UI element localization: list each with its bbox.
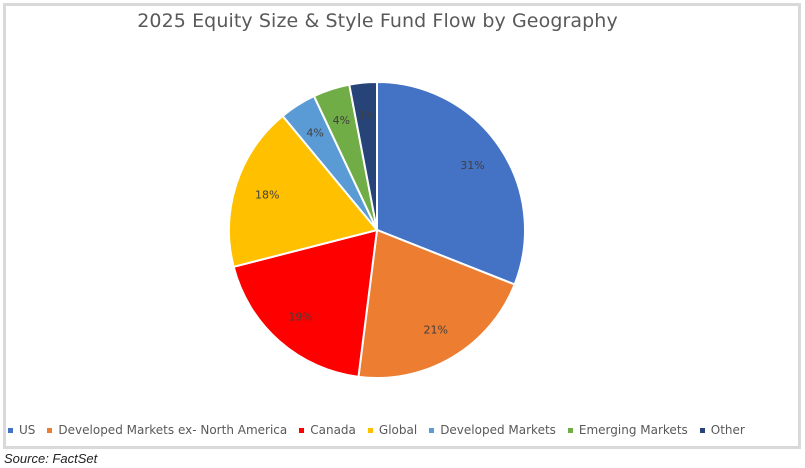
- legend-swatch: [567, 427, 573, 433]
- pie-slices: [228, 80, 526, 379]
- chart-title: 2025 Equity Size & Style Fund Flow by Ge…: [137, 10, 618, 32]
- slice-label-developed-markets: 4%: [306, 127, 323, 140]
- legend-swatch: [8, 427, 13, 433]
- legend-label: Other: [710, 423, 745, 437]
- legend-swatch: [367, 427, 373, 433]
- legend-label: Canada: [310, 423, 356, 437]
- legend-label: Global: [378, 423, 418, 437]
- legend-swatch: [299, 427, 305, 433]
- slice-label-canada: 19%: [288, 311, 312, 324]
- pie-slice-developed-ex-na: [357, 228, 516, 379]
- legend-swatch: [699, 427, 705, 433]
- pie-slice-canada: [232, 228, 379, 378]
- legend-swatch: [429, 427, 435, 433]
- slice-label-developed-ex-na: 21%: [424, 323, 448, 336]
- pie-labels: 31% 21% 19% 18% 4% 4% 3%: [255, 109, 485, 336]
- legend-label: US: [19, 423, 36, 437]
- legend-item-us: US: [8, 423, 35, 437]
- source-note: Source: FactSet: [4, 451, 98, 466]
- legend-swatch: [47, 427, 53, 433]
- chart-legend: US Developed Markets ex- North America C…: [8, 423, 757, 437]
- legend-label: Emerging Markets: [578, 423, 688, 437]
- legend-item-developed-ex-na: Developed Markets ex- North America: [47, 423, 287, 437]
- legend-label: Developed Markets: [440, 423, 556, 437]
- slice-label-global: 18%: [255, 188, 279, 201]
- legend-label: Developed Markets ex- North America: [58, 423, 288, 437]
- legend-item-other: Other: [699, 423, 745, 437]
- pie-slice-global: [228, 114, 379, 269]
- legend-item-developed-markets: Developed Markets: [429, 423, 556, 437]
- legend-item-canada: Canada: [299, 423, 356, 437]
- slice-label-emerging-markets: 4%: [333, 114, 350, 127]
- pie-slice-other: [348, 80, 378, 231]
- legend-item-global: Global: [367, 423, 418, 437]
- slice-label-us: 31%: [460, 159, 484, 172]
- slice-label-other: 3%: [357, 109, 374, 122]
- pie-slice-us: [376, 80, 526, 286]
- legend-item-emerging-markets: Emerging Markets: [567, 423, 688, 437]
